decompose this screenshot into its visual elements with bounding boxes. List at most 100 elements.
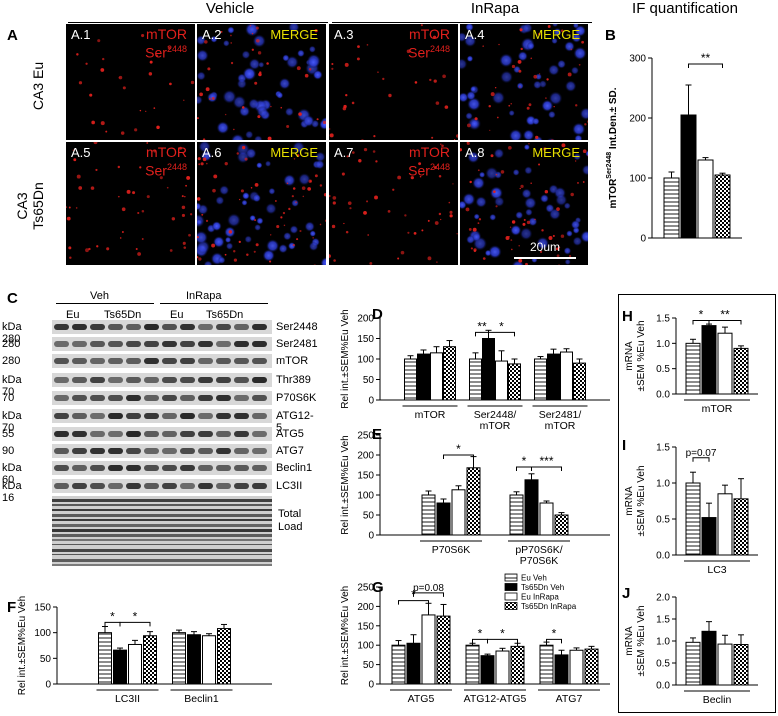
- blot-band: [144, 377, 159, 383]
- mtor-ser2448-label: mTOR Ser2448: [408, 144, 450, 179]
- y-tick-label: 50: [363, 375, 375, 386]
- significance-bracket: [413, 592, 444, 597]
- blot-band: [198, 377, 213, 383]
- blot-band: [144, 341, 159, 347]
- blot-band: [126, 431, 141, 437]
- panel-c-letter: C: [7, 290, 18, 307]
- legend-swatch: [504, 602, 518, 610]
- blot-band: [126, 448, 141, 454]
- significance-bracket: [692, 457, 710, 462]
- blot-band: [108, 431, 123, 437]
- legend-swatch: [504, 573, 518, 582]
- category-label: pP70S6K/: [515, 544, 562, 556]
- blot-band: [54, 413, 69, 419]
- blot-band: [252, 448, 267, 454]
- blot-strip-7: [52, 444, 272, 458]
- y-axis-label: Rel int.±SEM%Eu Veh: [340, 586, 351, 685]
- category-label: Ser2448/: [474, 409, 517, 421]
- blot-row-label-1: Ser2481: [276, 338, 318, 350]
- significance-label: ***: [539, 454, 553, 468]
- y-tick-label: 150: [34, 603, 51, 614]
- merge-label: MERGE: [532, 27, 580, 42]
- micrograph-A-2: A.2 MERGE: [197, 24, 326, 140]
- blot-row-label-4: P70S6K: [276, 392, 317, 404]
- bar-g-0-2: [421, 614, 436, 685]
- blot-band: [252, 324, 267, 330]
- category-label: ATG5: [408, 693, 435, 705]
- y-tick-label: 200: [357, 602, 374, 613]
- blot-row-label-8: Beclin1: [276, 462, 313, 474]
- y-tick-label: 100: [357, 641, 374, 652]
- bar-f-0-3: [143, 635, 157, 685]
- y-tick-label: 300: [629, 54, 646, 65]
- bar-e-0-1: [436, 502, 451, 536]
- blot-band: [126, 358, 141, 364]
- blot-band: [90, 395, 105, 401]
- blot-row-label-2: mTOR: [276, 355, 309, 367]
- legend-label: Eu InRapa: [521, 593, 559, 602]
- blot-band: [162, 395, 177, 401]
- blot-band: [252, 395, 267, 401]
- bar-e-1-2: [539, 502, 554, 536]
- y-tick-label: 0.0: [656, 551, 670, 562]
- blot-band: [162, 377, 177, 383]
- blot-band: [72, 413, 87, 419]
- blot-band: [72, 465, 87, 471]
- blot-band: [144, 483, 159, 489]
- blot-subgroup-0: Eu: [66, 309, 80, 321]
- bar-d-0-0: [404, 358, 417, 401]
- bar-d-1-2: [495, 360, 508, 401]
- blot-band: [180, 431, 195, 437]
- blot-band: [72, 448, 87, 454]
- merge-label: MERGE: [270, 27, 318, 42]
- blot-row-label-6: ATG5: [276, 428, 304, 440]
- category-label: ATG12-ATG5: [464, 693, 527, 705]
- blot-band: [252, 431, 267, 437]
- y-tick-label: 200: [357, 314, 374, 325]
- blot-row-label-0: Ser2448: [276, 321, 318, 333]
- y-tick-label: 50: [40, 654, 52, 665]
- legend-swatch: [504, 583, 518, 591]
- blot-band: [198, 395, 213, 401]
- significance-label: *: [133, 609, 138, 623]
- blot-band: [144, 413, 159, 419]
- micrograph-id-label: A.1: [71, 27, 91, 42]
- blot-band: [198, 341, 213, 347]
- blot-band: [216, 413, 231, 419]
- significance-label: *: [552, 626, 557, 640]
- bar-e-1-3: [554, 514, 569, 536]
- blot-band: [72, 341, 87, 347]
- blot-band: [90, 377, 105, 383]
- inrapa-header-line: [332, 22, 592, 23]
- total-load-band: [52, 519, 272, 521]
- micrograph-A-6: A.6 MERGE: [197, 142, 326, 265]
- micrograph-A-4: A.4 MERGE: [460, 24, 588, 140]
- micrograph-id-label: A.2: [202, 27, 222, 42]
- bar-b-0-1: [680, 114, 697, 239]
- y-tick-label: 0: [368, 396, 374, 407]
- category-label: P70S6K: [432, 544, 471, 556]
- bar-e-0-0: [421, 494, 436, 536]
- kda-marker-0: kDa 280: [2, 321, 22, 345]
- blot-band: [72, 324, 87, 330]
- panel-letter-e: E: [372, 426, 382, 443]
- y-axis-label: mRNA±SEM %Eu Veh: [624, 320, 647, 391]
- chart-b: 0 100 200 300 mTORSer2448 Int.Den.± SD. **: [606, 51, 742, 245]
- blot-band: [54, 341, 69, 347]
- significance-bracket: [488, 331, 515, 337]
- significance-label: *: [522, 454, 527, 468]
- blot-subgroup-3: Ts65Dn: [206, 309, 244, 321]
- blot-band: [108, 483, 123, 489]
- blot-strip-0: [52, 320, 272, 334]
- category-label: LC3II: [115, 693, 140, 705]
- blot-row-label-5: ATG12-5: [276, 410, 314, 434]
- total-load-band: [52, 554, 272, 555]
- kda-marker-3: kDa 70: [2, 374, 22, 398]
- blot-strip-8: [52, 461, 272, 475]
- y-tick-label: 1.5: [656, 314, 670, 325]
- blot-band: [162, 465, 177, 471]
